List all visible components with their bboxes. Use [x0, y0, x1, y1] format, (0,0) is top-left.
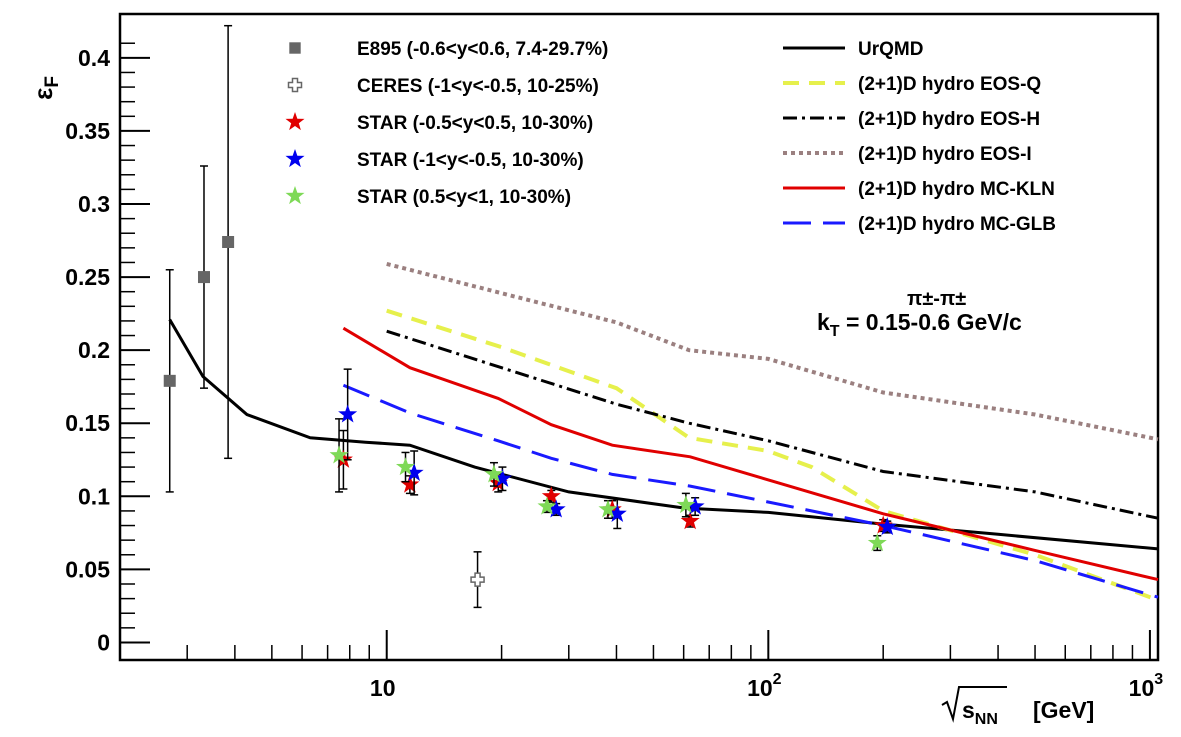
data-point [541, 486, 561, 505]
x-tick-base: 10 [747, 675, 773, 701]
annotation-suffix: = 0.15-0.6 GeV/c [840, 309, 1022, 335]
data-point [492, 468, 512, 487]
y-tick-label: 0.3 [78, 191, 110, 217]
y-axis-title-main: ε [28, 88, 58, 100]
data-point [222, 236, 235, 248]
y-tick-label: 0.25 [65, 264, 110, 290]
y-tick-label: 0.35 [65, 118, 110, 144]
legend-marker [285, 186, 305, 205]
legend-label: (2+1)D hydro MC-GLB [858, 214, 1056, 235]
data-point [163, 374, 176, 387]
curve-line [386, 308, 1159, 602]
plot-frame [118, 12, 1160, 662]
data-point [470, 572, 485, 587]
legend-label: STAR (0.5<y<1, 10-30%) [357, 187, 571, 208]
legend-label: STAR (-1<y<-0.5, 10-30%) [357, 150, 584, 171]
data-point [338, 404, 358, 423]
sqrt-symbol [941, 686, 1007, 723]
svg-text:sNN: sNN [962, 697, 998, 728]
x-axis: 10 102 103 [119, 630, 1164, 701]
legend-marker [285, 149, 305, 168]
y-axis-title-sub: F [42, 76, 63, 88]
x-axis-unit: [GeV] [1033, 697, 1094, 723]
y-axis: 0 0.05 0.1 0.15 0.2 0.25 0.3 0.35 0.4 [65, 42, 150, 655]
annotation-line2: kT = 0.15-0.6 GeV/c [817, 309, 1022, 340]
curve-line [386, 329, 1159, 520]
data-point [329, 445, 349, 464]
data-point [685, 496, 705, 515]
data-point [607, 503, 627, 522]
y-axis-title: εF [28, 76, 63, 100]
y-tick-label: 0.15 [65, 410, 110, 436]
legend-label: (2+1)D hydro EOS-H [858, 109, 1040, 130]
x-tick-label: 103 [1129, 671, 1164, 701]
annotation-prefix: k [817, 309, 830, 335]
data-point [484, 464, 504, 483]
x-tick-exponent: 2 [773, 671, 782, 688]
data-point [877, 517, 897, 536]
x-tick-label: 10 [370, 675, 396, 701]
x-axis-title-main: s [962, 697, 975, 723]
curve-line [342, 383, 1159, 599]
x-tick-base: 10 [1129, 675, 1155, 701]
legend-marker [287, 77, 303, 93]
x-tick-label: 102 [747, 671, 782, 701]
legend-label: (2+1)D hydro EOS-I [858, 144, 1032, 165]
annotation-sub: T [830, 323, 840, 340]
legend-label: STAR (-0.5<y<0.5, 10-30%) [357, 113, 593, 134]
data-points [163, 24, 897, 609]
y-tick-label: 0.1 [78, 483, 110, 509]
curve-line [168, 318, 1159, 551]
annotation-line1: π±-π± [907, 288, 966, 310]
legend-models: UrQMD (2+1)D hydro EOS-Q (2+1)D hydro EOS-… [783, 39, 1056, 235]
data-point [546, 499, 566, 518]
data-point [400, 474, 420, 493]
curve-line [342, 326, 1159, 582]
data-point [197, 271, 210, 284]
x-axis-title: sNN [GeV] [941, 686, 1094, 728]
data-point [867, 533, 887, 552]
legend-data: E895 (-0.6<y<0.6, 7.4-29.7%) CERES (-1<y<… [285, 39, 608, 208]
x-tick-exponent: 3 [1154, 671, 1163, 688]
legend-marker [289, 42, 301, 54]
legend-label: (2+1)D hydro MC-KLN [858, 179, 1055, 200]
y-tick-label: 0.4 [78, 45, 110, 71]
legend-label: UrQMD [858, 39, 923, 60]
y-tick-label: 0.2 [78, 337, 110, 363]
legend-label: CERES (-1<y<-0.5, 10-25%) [357, 76, 599, 97]
x-axis-title-sub: NN [975, 711, 998, 728]
legend-label: (2+1)D hydro EOS-Q [858, 74, 1041, 95]
data-point [676, 495, 696, 514]
data-point [598, 499, 618, 518]
legend-label: E895 (-0.6<y<0.6, 7.4-29.7%) [357, 39, 608, 60]
y-tick-label: 0.05 [65, 556, 110, 582]
data-point [680, 511, 700, 530]
legend-marker [285, 112, 305, 131]
data-point [404, 462, 424, 482]
y-tick-label: 0 [97, 629, 110, 655]
data-point [395, 457, 416, 476]
curve-line [386, 261, 1159, 442]
x-tick-base: 10 [370, 675, 396, 701]
data-point [537, 496, 557, 515]
